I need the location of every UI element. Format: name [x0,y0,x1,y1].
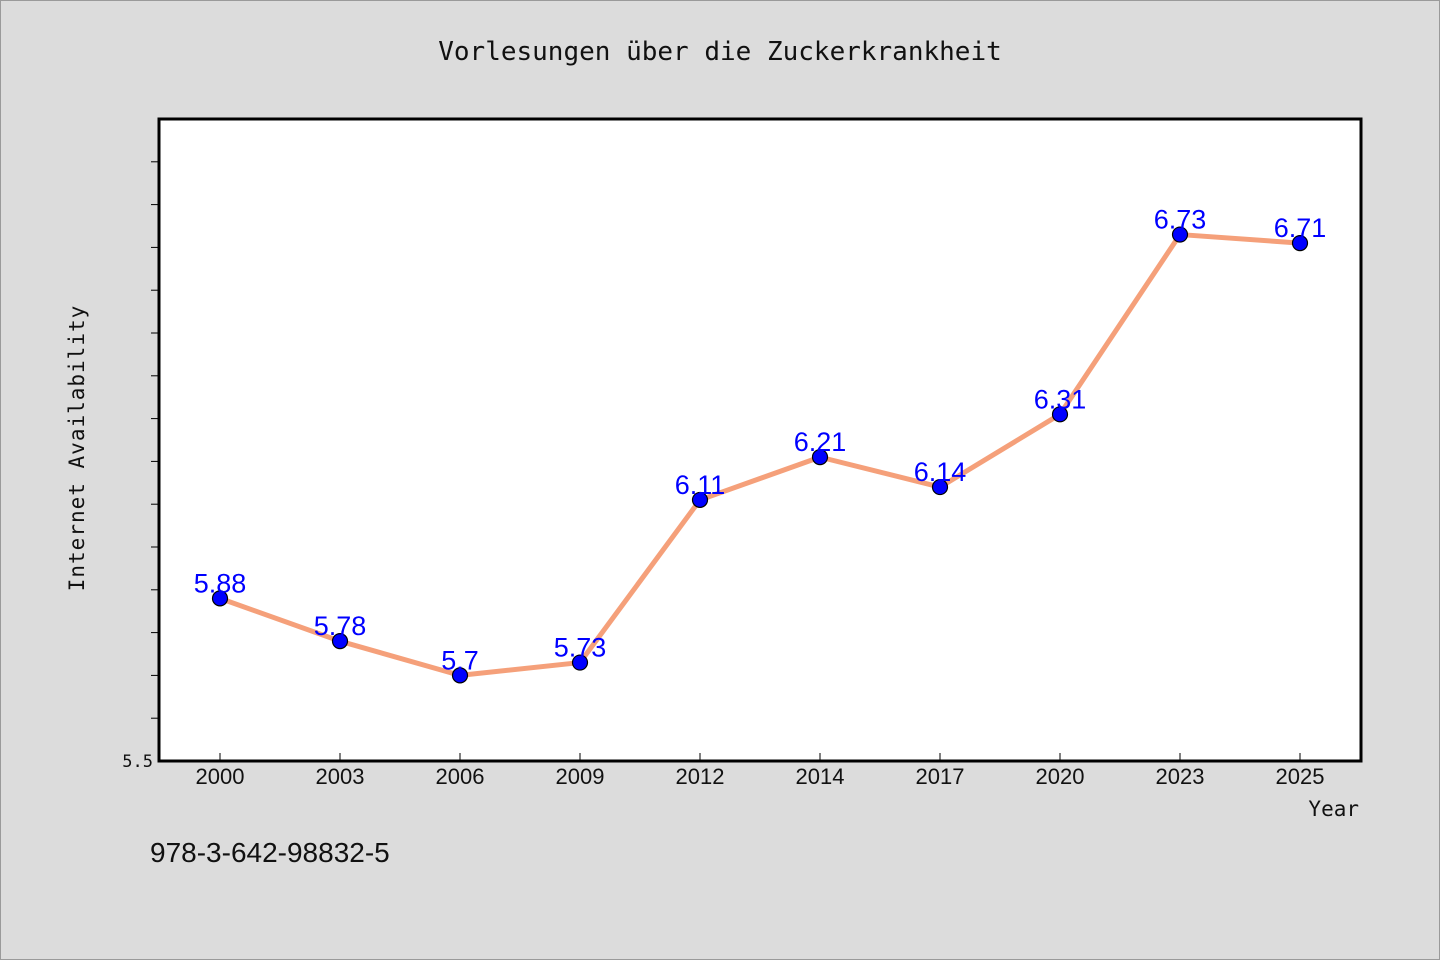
chart-title: Vorlesungen über die Zuckerkrankheit [438,37,1002,67]
isbn-text: 978-3-642-98832-5 [150,837,390,868]
data-point [811,449,829,466]
x-tick-label: 2017 [916,764,965,789]
data-label: 6.11 [675,470,726,500]
data-point [691,491,709,509]
x-tick-label: 2023 [1156,764,1205,789]
data-label: 5.7 [441,645,479,675]
plot-area [157,117,1363,763]
x-tick-label: 2020 [1036,764,1085,789]
x-tick-label: 2025 [1276,764,1325,789]
x-tick-label: 2003 [316,764,365,789]
series-line [217,232,1303,678]
x-axis-ticks: 2000 2003 2006 2009 2012 2014 2017 2020 2023 2025 [196,753,1325,789]
data-label: 6.73 [1154,205,1207,235]
data-point [1291,235,1309,252]
y-axis-label: Internet Availability [65,305,89,592]
data-label: 6.14 [914,457,967,487]
x-tick-label: 2006 [436,764,485,789]
data-point [931,478,949,496]
data-label: 6.31 [1034,384,1087,414]
data-label: 5.73 [554,633,607,663]
data-label: 6.21 [794,427,847,457]
y-axis-ticks: 5.5 [122,161,159,772]
data-label: 5.78 [314,611,367,641]
y-tick-label: 5.5 [122,752,153,772]
series-layer: 5.88 5.78 5.7 5.73 6.11 6.21 6.14 6.31 6.73 6.71 [194,205,1327,684]
x-tick-label: 2014 [796,764,845,789]
x-tick-label: 2012 [676,764,725,789]
data-point [1051,406,1069,423]
x-tick-label: 2000 [196,764,245,789]
data-point [211,590,229,607]
x-tick-label: 2009 [556,764,605,789]
data-point [331,633,349,650]
data-point [451,667,469,684]
data-point [571,654,589,671]
x-axis-label: Year [1308,797,1359,821]
data-label: 6.71 [1274,213,1327,243]
data-label: 5.88 [194,568,247,598]
data-point [1171,226,1189,243]
